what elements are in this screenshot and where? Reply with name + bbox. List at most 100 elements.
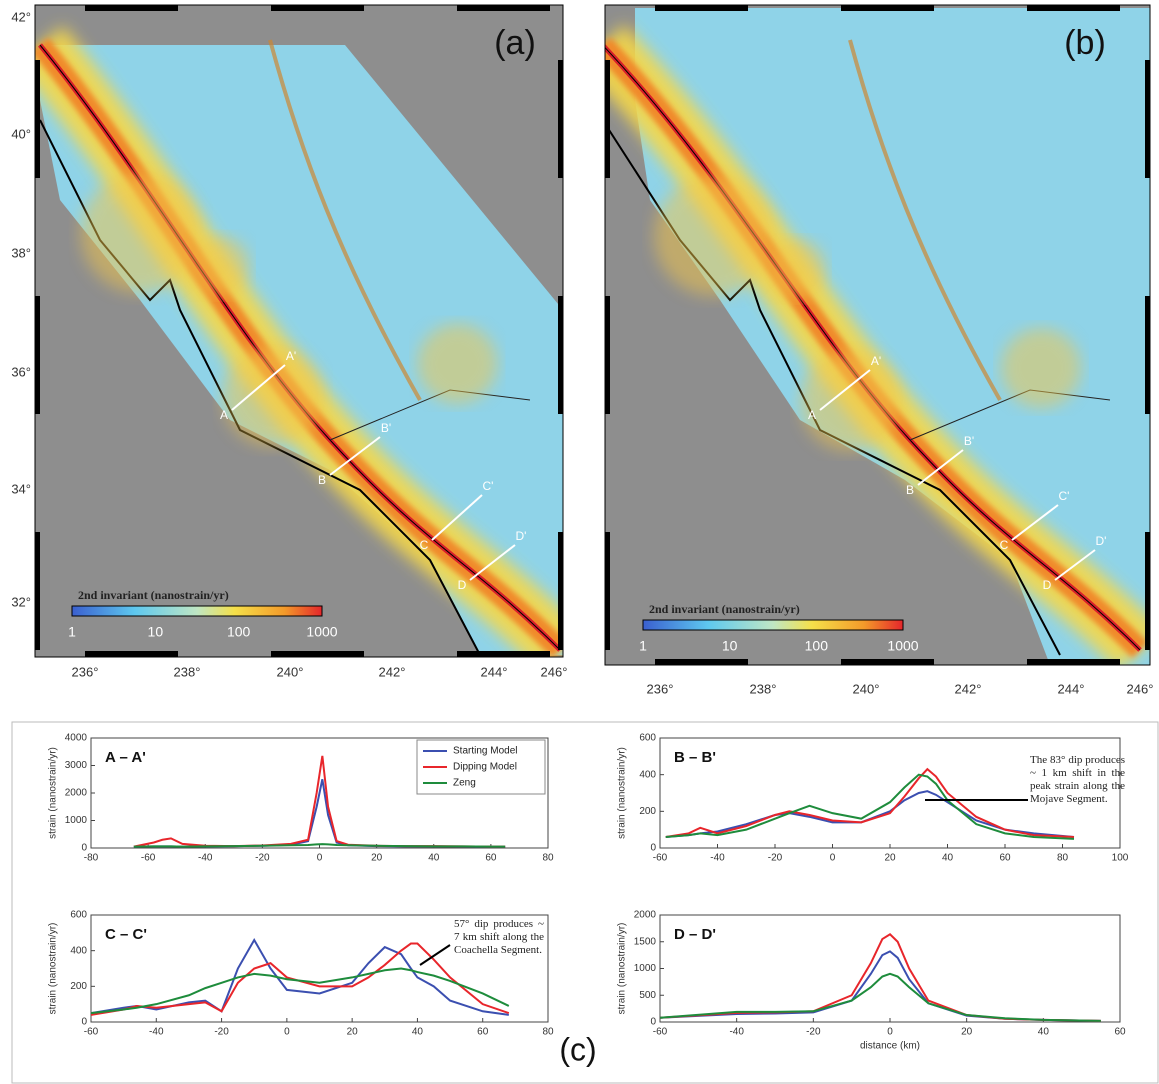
y-tick-label: 600: [639, 733, 656, 744]
x-tick-label: -60: [141, 853, 156, 864]
y-axis-label: strain (nanostrain/yr): [48, 747, 59, 839]
series-line: [133, 843, 506, 848]
strain-field: [635, 8, 1150, 665]
colorbar-tick-label: 100: [805, 638, 829, 654]
lat-tick-label: 36°: [11, 364, 31, 379]
x-tick-label: 80: [542, 853, 554, 864]
x-axis-label: distance (km): [860, 1041, 920, 1052]
panel-label: (c): [559, 1031, 596, 1067]
x-tick-label: 60: [477, 1027, 489, 1038]
x-tick-label: -20: [768, 853, 783, 864]
x-tick-label: 20: [347, 1027, 359, 1038]
y-tick-label: 2000: [65, 788, 88, 799]
frame-tick: [605, 532, 610, 650]
y-tick-label: 2000: [634, 910, 657, 921]
strain-patch: [222, 346, 323, 447]
colorbar: [71, 605, 323, 617]
plot-area: [659, 914, 1121, 1023]
frame-tick: [35, 532, 40, 650]
x-tick-label: 40: [942, 853, 954, 864]
y-tick-label: 1000: [65, 815, 88, 826]
profile-end: C': [483, 479, 494, 493]
frame-tick: [1027, 659, 1120, 665]
y-tick-label: 1000: [634, 963, 657, 974]
y-tick-label: 0: [81, 1017, 87, 1028]
x-tick-label: -80: [84, 853, 99, 864]
x-tick-label: 20: [884, 853, 896, 864]
x-tick-label: -20: [214, 1027, 229, 1038]
panel-label: (b): [1064, 24, 1106, 62]
x-tick-label: 60: [485, 853, 497, 864]
frame-tick: [605, 60, 610, 178]
lon-tick-label: 246°: [1127, 681, 1154, 696]
map-panel: (a) 42° 40° 38° 36° 34° 32° 236° 238° 240° 242° 244…: [11, 4, 568, 679]
lat-tick-label: 38°: [11, 245, 31, 260]
y-tick-label: 200: [70, 981, 87, 992]
x-tick-label: 80: [542, 1027, 554, 1038]
colorbar: [642, 619, 904, 631]
lon-tick-label: 246°: [541, 664, 568, 679]
y-axis-label: strain (nanostrain/yr): [617, 923, 628, 1015]
x-tick-label: 40: [428, 853, 440, 864]
x-tick-label: 80: [1057, 853, 1069, 864]
series-line: [659, 972, 1101, 1022]
x-tick-label: 20: [371, 853, 383, 864]
profile-start: A: [808, 408, 816, 422]
y-tick-label: 3000: [65, 760, 88, 771]
lat-tick-label: 40°: [11, 126, 31, 141]
frame-tick: [35, 60, 40, 178]
y-tick-label: 1500: [634, 936, 657, 947]
plot-area: [659, 737, 1121, 849]
lon-tick-label: 244°: [1058, 681, 1085, 696]
lat-tick-label: 42°: [11, 9, 31, 24]
profile-start: C: [1000, 538, 1009, 552]
frame-tick: [1145, 296, 1150, 414]
frame-tick: [271, 5, 364, 11]
legend-label: Zeng: [453, 778, 476, 789]
lon-tick-label: 242°: [955, 681, 982, 696]
colorbar-title: 2nd invariant (nanostrain/yr): [78, 588, 229, 602]
frame-tick: [841, 659, 934, 665]
frame-tick: [271, 651, 364, 657]
colorbar-tick-label: 1000: [306, 624, 337, 640]
legend-label: Dipping Model: [453, 762, 517, 773]
x-tick-label: 40: [412, 1027, 424, 1038]
profile-line: [819, 369, 871, 411]
y-axis-label: strain (nanostrain/yr): [617, 747, 628, 839]
frame-tick: [558, 60, 563, 178]
map-body: [605, 5, 1150, 665]
panel-label: (a): [494, 24, 536, 62]
series-line: [665, 767, 1075, 838]
panel-c-frame: [11, 721, 1159, 1084]
profile-start: D: [458, 578, 467, 592]
strain-patch: [765, 239, 826, 299]
strain-patch: [654, 176, 774, 296]
profile-end: A': [871, 354, 881, 368]
y-tick-label: 500: [639, 990, 656, 1001]
profile-line: [231, 364, 286, 411]
profile-end: A': [286, 349, 296, 363]
series-line: [665, 773, 1075, 840]
chart-title: C – C': [105, 926, 147, 943]
profile-start: D: [1043, 578, 1052, 592]
profile-end: D': [516, 529, 527, 543]
lon-tick-label: 236°: [72, 664, 99, 679]
annotation: 57° dip produces ~ 7 km shift along the …: [454, 918, 544, 956]
colorbar-tick-label: 10: [148, 624, 164, 640]
profile-line: [1054, 549, 1096, 581]
colorbar-title: 2nd invariant (nanostrain/yr): [649, 602, 800, 616]
lon-tick-label: 238°: [174, 664, 201, 679]
x-tick-label: 20: [961, 1027, 973, 1038]
x-tick-label: 0: [830, 853, 836, 864]
y-axis-label: strain (nanostrain/yr): [48, 923, 59, 1015]
legend-label: Starting Model: [453, 746, 517, 757]
strain-patch: [1001, 328, 1081, 408]
x-tick-label: -20: [255, 853, 270, 864]
lon-tick-label: 238°: [750, 681, 777, 696]
lon-tick-label: 236°: [647, 681, 674, 696]
profile-end: B': [964, 434, 974, 448]
colorbar-tick-label: 10: [722, 638, 738, 654]
frame-tick: [1145, 532, 1150, 650]
x-tick-label: 0: [317, 853, 323, 864]
